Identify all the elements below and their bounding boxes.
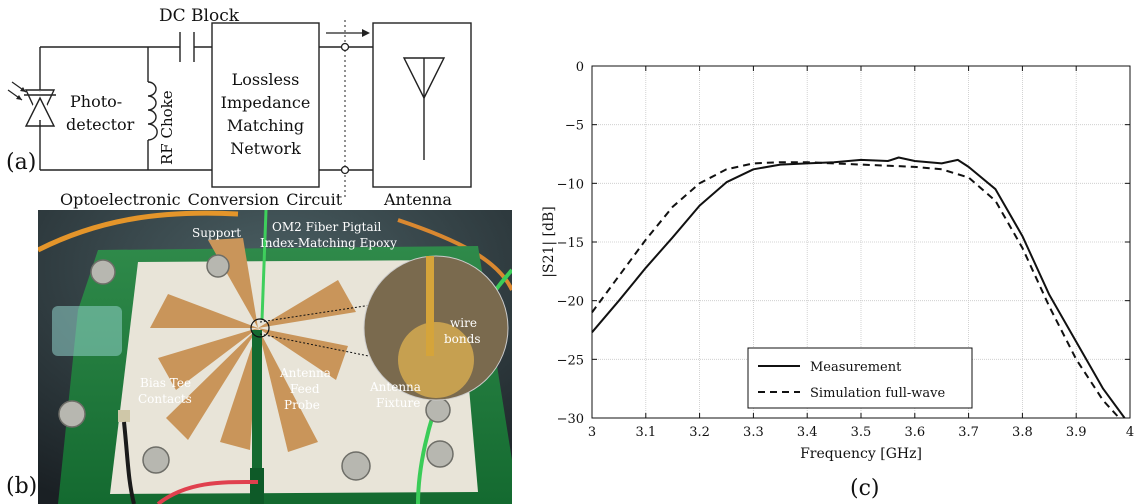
dc-block-label: DC Block (159, 6, 240, 26)
photodetector-label-line1: Photo- (70, 92, 123, 111)
conversion-circuit-label: Optoelectronic Conversion Circuit (60, 190, 343, 209)
wire-label: wire (450, 316, 477, 330)
legend-label: Simulation full-wave (810, 386, 945, 401)
x-tick-label: 3 (588, 425, 596, 440)
x-tick-label: 3.7 (958, 425, 979, 440)
antenna-petals (150, 238, 356, 452)
light-arrows-icon (7, 81, 27, 101)
terminal-top (340, 42, 350, 52)
x-axis-label: Frequency [GHz] (800, 446, 922, 462)
fiber-pigtail-label: OM2 Fiber Pigtail (272, 220, 382, 234)
series-line-measurement (591, 156, 1126, 419)
y-tick-label: −30 (557, 412, 584, 427)
fiber-line (260, 210, 268, 321)
bias-tee-label-2: Contacts (138, 392, 192, 406)
matching-line-4: Network (230, 139, 301, 158)
photodetector-label-line2: detector (66, 115, 135, 134)
photodiode-symbol (24, 89, 56, 127)
legend-label: Measurement (810, 360, 902, 375)
panel-label-a: (a) (6, 150, 37, 175)
x-tick-label: 3.2 (689, 425, 710, 440)
panel-label-c: (c) (850, 476, 880, 501)
prototype-photo-drawing (38, 210, 512, 504)
antenna-feed-label-1: Antenna (280, 366, 331, 380)
x-tick-label: 3.9 (1066, 425, 1087, 440)
antenna-fixture-label-2: Fixture (376, 396, 421, 410)
schematic-diagram (7, 20, 472, 200)
x-tick-label: 3.6 (904, 425, 925, 440)
antenna-feed-label-3: Probe (284, 398, 320, 412)
x-tick-label: 3.5 (851, 425, 872, 440)
rf-choke-label: RF Choke (158, 90, 176, 165)
antenna-fixture-label-1: Antenna (370, 380, 421, 394)
terminal-bottom (340, 165, 350, 175)
matching-network-label: Lossless Impedance Matching Network (212, 68, 319, 160)
x-tick-label: 4 (1126, 425, 1134, 440)
epoxy-label: Index-Matching Epoxy (260, 236, 397, 250)
y-axis-label: |S21| [dB] (541, 206, 557, 277)
matching-line-3: Matching (226, 116, 305, 135)
schematic-panel: DC Block Photo- detector RF Choke Lossle… (0, 0, 520, 210)
bonds-label: bonds (444, 332, 481, 346)
antenna-label: Antenna (384, 190, 452, 209)
plot-frame (591, 65, 1131, 419)
x-tick-label: 3.1 (635, 425, 656, 440)
y-tick-label: −10 (557, 177, 584, 192)
power-flow-arrow (326, 29, 370, 37)
x-tick-label: 3.4 (797, 425, 818, 440)
legend-box (747, 347, 973, 409)
rf-choke-coil (147, 81, 158, 141)
series-line-simulation (591, 161, 1120, 419)
prototype-photo: Support OM2 Fiber Pigtail Index-Matching… (38, 210, 512, 504)
panel-label-b: (b) (6, 474, 38, 499)
y-tick-label: 0 (576, 60, 584, 75)
bias-tee-label-1: Bias Tee (140, 376, 192, 390)
matching-line-1: Lossless (231, 70, 300, 89)
antenna-feed-label-2: Feed (290, 382, 320, 396)
y-tick-label: −20 (557, 295, 584, 310)
x-tick-label: 3.3 (743, 425, 764, 440)
matching-line-2: Impedance (220, 93, 311, 112)
support-label: Support (192, 226, 242, 240)
y-tick-label: −5 (565, 119, 584, 134)
y-tick-label: −25 (557, 353, 584, 368)
x-tick-label: 3.8 (1012, 425, 1033, 440)
y-tick-label: −15 (557, 236, 584, 251)
